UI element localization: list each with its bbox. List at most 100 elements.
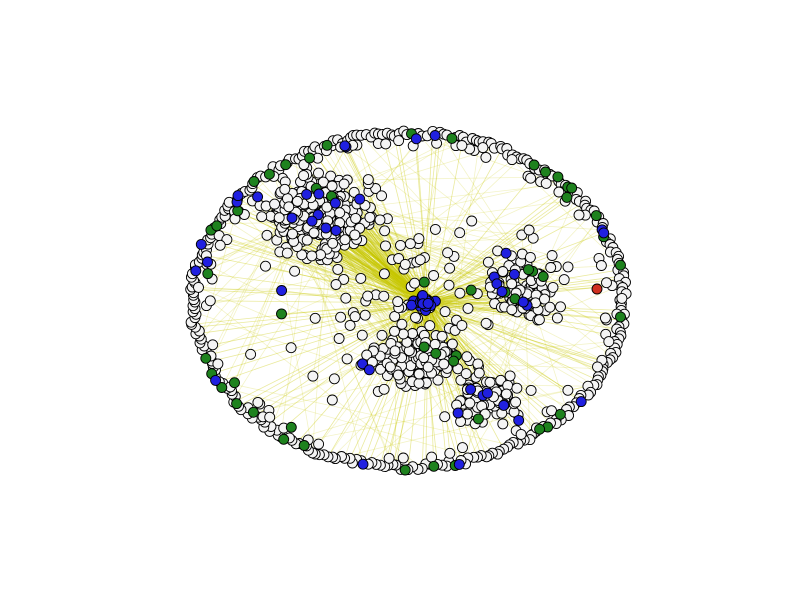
graph-node-white-928: [497, 418, 509, 430]
graph-node-white-1069: [344, 319, 356, 331]
graph-node-white-829: [392, 369, 404, 381]
graph-node-white-1042: [289, 265, 301, 277]
graph-node-white-312: [313, 438, 325, 450]
graph-node-white-859: [413, 368, 425, 380]
graph-node-white-332: [383, 452, 395, 464]
graph-node-white-1097: [349, 311, 361, 323]
graph-node-green-1146: [200, 352, 212, 364]
graph-node-white-366: [252, 396, 264, 408]
graph-node-green-1139: [399, 464, 411, 476]
graph-edge-560: [543, 294, 622, 337]
graph-node-green-1164: [561, 191, 573, 203]
graph-edge-204: [212, 302, 421, 346]
graph-edge-609: [368, 310, 546, 465]
graph-node-white-340: [204, 295, 216, 307]
graph-edge-82: [195, 304, 412, 335]
graph-node-white-304: [603, 336, 615, 348]
graph-edge-199: [415, 138, 430, 305]
graph-node-white-1079: [306, 250, 318, 262]
graph-node-white-937: [484, 376, 496, 388]
graph-node-blue-1215: [482, 387, 493, 399]
graph-node-white-296: [380, 138, 392, 150]
graph-node-white-917: [511, 382, 523, 394]
graph-edge-602: [525, 305, 531, 440]
graph-node-white-992: [547, 281, 559, 293]
graph-node-blue-1195: [598, 227, 610, 239]
graph-node-white-620: [298, 170, 310, 182]
graph-node-green-1157: [552, 171, 564, 183]
graph-node-white-1114: [361, 349, 373, 361]
graph-node-white-360: [214, 239, 226, 251]
graph-edge-589: [428, 277, 540, 306]
graph-edge-77: [211, 209, 286, 362]
graph-node-blue-1207: [252, 191, 264, 203]
graph-node-white-1123: [355, 272, 367, 284]
graph-node-blue-1190: [195, 238, 207, 250]
graph-node-white-1099: [404, 238, 416, 250]
graph-node-white-939: [510, 396, 522, 408]
graph-node-white-827: [446, 338, 458, 350]
graph-node-green-1152: [321, 139, 333, 151]
graph-node-green-1141: [278, 433, 290, 445]
graph-edge-42: [210, 300, 423, 469]
graph-node-white-788: [328, 373, 340, 385]
graph-edge-528: [424, 383, 446, 417]
graph-node-white-1115: [396, 318, 408, 330]
graph-node-white-517: [376, 190, 388, 202]
graph-node-white-361: [264, 411, 276, 423]
graph-node-white-739: [375, 363, 386, 375]
graph-node-green-1142: [247, 406, 259, 418]
graph-node-white-1119: [428, 270, 440, 281]
graph-edge-131: [400, 156, 517, 246]
graph-edge-194: [398, 140, 429, 304]
graph-node-white-1038: [523, 224, 535, 236]
graph-node-green-1140: [298, 440, 310, 451]
graph-node-white-1112: [245, 348, 257, 360]
graph-node-white-954: [482, 256, 494, 268]
graph-node-white-916: [525, 384, 537, 396]
graph-node-green-1173: [448, 355, 460, 367]
graph-node-blue-1206: [330, 225, 342, 236]
graph-node-green-1179: [523, 264, 534, 276]
graph-edge-678: [360, 278, 414, 302]
graph-edge-54: [344, 349, 381, 459]
graph-node-white-1044: [395, 239, 406, 251]
graph-node-green-1133: [615, 311, 626, 323]
graph-node-white-1083: [397, 328, 409, 340]
graph-edge-174: [423, 298, 603, 361]
graph-edge-30: [428, 302, 482, 456]
graph-node-white-357: [599, 312, 611, 324]
graph-node-blue-1211: [363, 364, 375, 376]
graph-node-white-819: [472, 358, 484, 370]
graph-node-green-1181: [430, 347, 442, 359]
graph-node-green-1160: [590, 210, 602, 222]
graph-node-white-891: [439, 411, 451, 423]
graph-node-white-1045: [285, 342, 297, 354]
graph-node-white-1061: [379, 225, 391, 237]
graph-node-blue-1225: [276, 285, 288, 296]
graph-node-green-1166: [229, 377, 240, 389]
graph-node-white-1108: [414, 254, 426, 266]
graph-node-blue-1203: [354, 193, 366, 205]
graph-edge-4: [378, 143, 617, 330]
graph-edge-10: [436, 362, 603, 370]
graph-node-blue-1200: [301, 188, 313, 200]
graph-edge-142: [547, 216, 600, 293]
graph-node-white-345: [553, 186, 565, 198]
graph-edge-342: [291, 236, 417, 304]
graph-node-blue-1217: [513, 414, 525, 426]
graph-node-white-994: [533, 314, 545, 326]
graph-node-white-325: [426, 451, 438, 463]
graph-node-white-1092: [466, 215, 478, 227]
graph-node-white-1093: [389, 345, 401, 357]
graph-node-blue-1202: [329, 197, 341, 209]
graph-node-green-1159: [566, 182, 578, 194]
graph-edge-620: [244, 214, 295, 272]
graph-node-green-1167: [285, 421, 297, 433]
graph-edge-604: [430, 273, 538, 304]
graph-node-white-689: [279, 183, 291, 195]
graph-node-white-830: [461, 351, 473, 363]
graph-node-white-352: [477, 142, 489, 154]
graph-node-white-339: [573, 209, 585, 221]
graph-node-white-1028: [558, 274, 570, 286]
